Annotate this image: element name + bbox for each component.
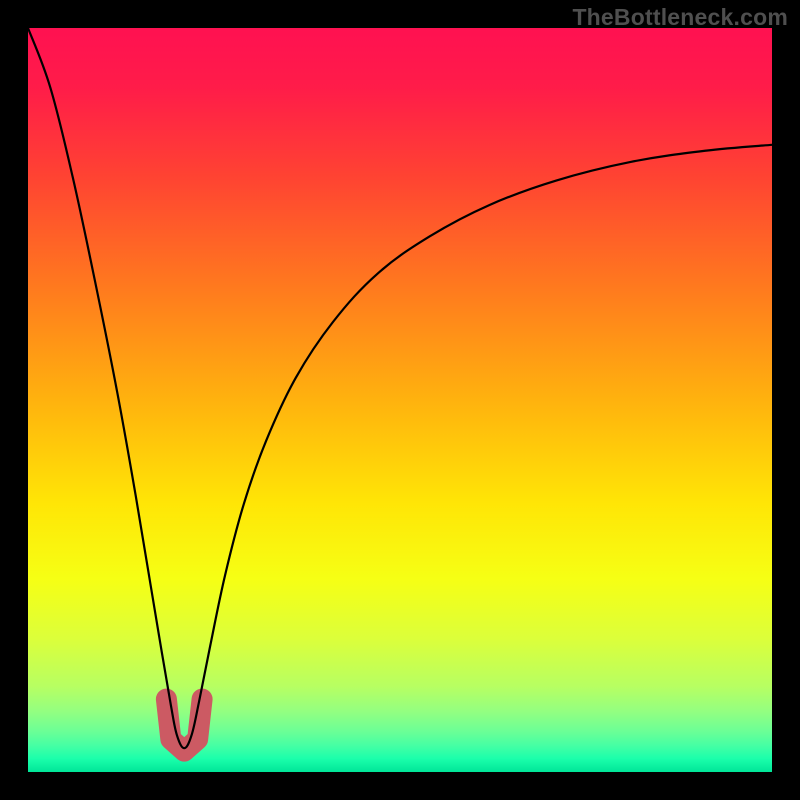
chart-frame: TheBottleneck.com <box>0 0 800 800</box>
watermark-text: TheBottleneck.com <box>572 4 788 31</box>
gradient-background <box>28 28 772 772</box>
bottleneck-plot <box>0 0 800 800</box>
